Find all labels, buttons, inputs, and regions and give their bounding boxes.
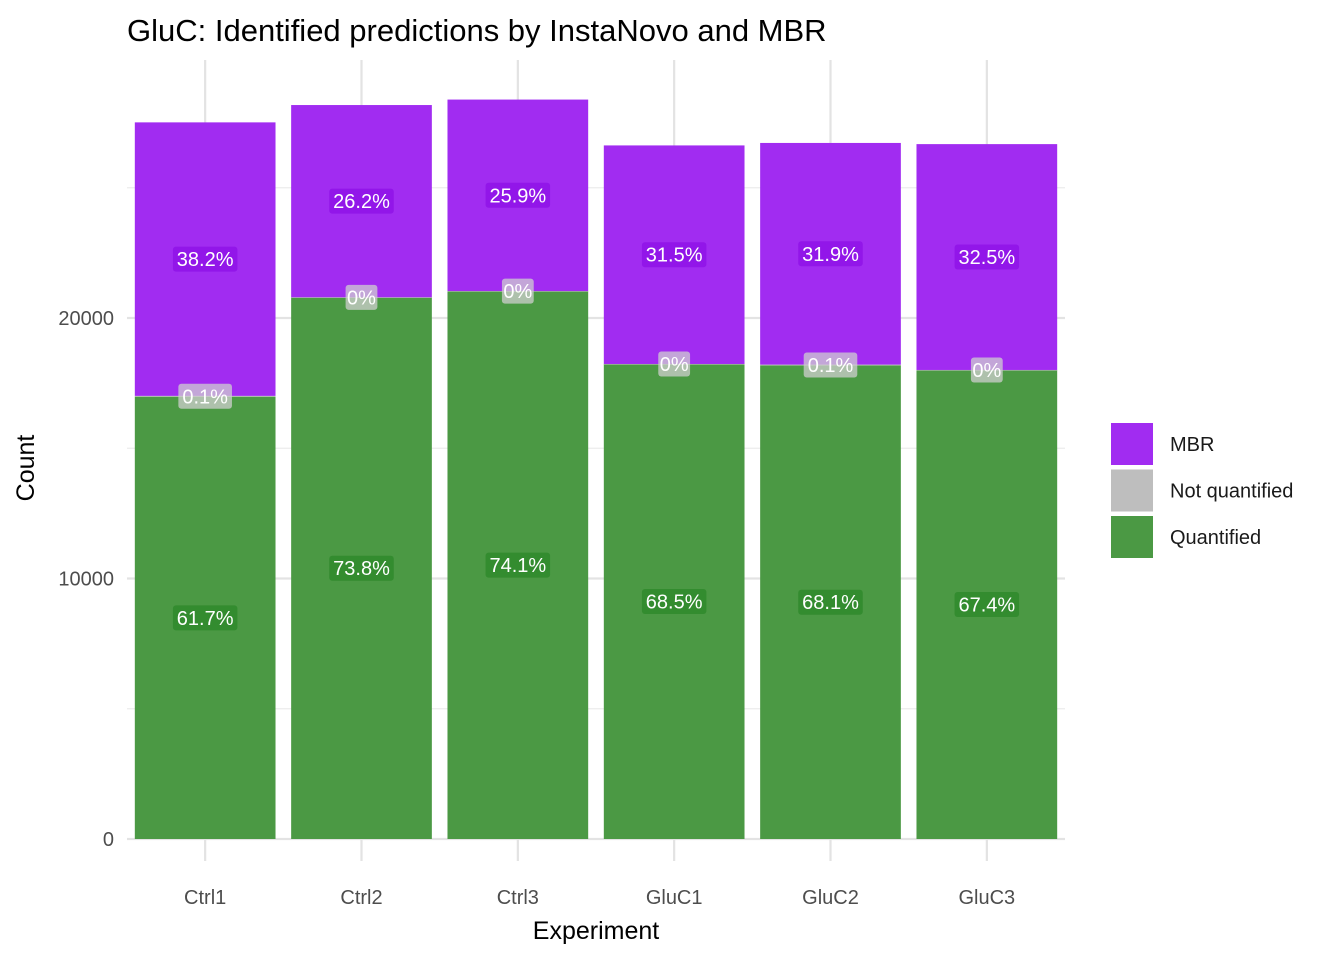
data-label-box [485,182,551,208]
x-tick-label: GluC1 [646,887,703,909]
data-label: 0% [503,281,532,303]
data-label-box [172,246,238,272]
data-label: 31.5% [646,245,703,267]
x-axis-ticks: Ctrl1 Ctrl2 Ctrl3 GluC1 GluC2 GluC3 [184,887,1015,909]
data-label: 32.5% [958,247,1015,269]
data-label-box [641,242,707,268]
x-tick-label: GluC3 [958,887,1015,909]
legend: MBR Not quantified Quantified [1111,423,1293,558]
data-label: 26.2% [333,191,390,213]
data-label: 31.9% [802,244,859,266]
legend-swatch [1111,423,1153,465]
data-label: 25.9% [489,185,546,207]
data-label-box [178,383,232,409]
data-label-box [658,351,691,377]
data-label-box [798,241,863,267]
data-label-box [970,357,1003,383]
y-tick-label: 10000 [58,569,114,591]
data-label-box [329,188,394,214]
x-tick-label: GluC2 [802,887,859,909]
x-tick-label: Ctrl2 [340,887,382,909]
data-label-box [954,244,1020,270]
legend-swatch [1111,469,1153,512]
data-label-box [798,589,863,615]
data-label-box [641,589,707,615]
x-axis-title: Experiment [533,917,659,945]
data-label-box [803,352,858,378]
y-axis-ticks: 0 10000 20000 [58,308,114,851]
data-label-box [329,555,394,581]
chart-title: GluC: Identified predictions by InstaNov… [127,13,827,48]
data-label: 0.1% [182,386,228,408]
data-label: 68.1% [802,592,859,614]
data-label: 68.5% [646,592,703,614]
data-label: 0% [660,354,689,376]
y-tick-label: 0 [103,829,114,851]
legend-swatch [1111,516,1153,558]
x-tick-label: Ctrl1 [184,887,226,909]
legend-label: MBR [1170,434,1214,456]
data-label: 38.2% [177,249,234,271]
data-label-box [501,278,534,304]
data-label: 74.1% [489,555,546,577]
data-label: 61.7% [177,608,234,630]
data-label: 0% [972,360,1001,382]
data-label-box [485,552,551,578]
legend-label: Quantified [1170,527,1261,549]
data-label: 73.8% [333,558,390,580]
x-tick-label: Ctrl3 [497,887,539,909]
data-label: 0% [347,287,376,309]
data-label-box [345,284,378,310]
data-label-box [172,605,238,631]
data-label: 67.4% [958,595,1015,617]
data-label-box [954,592,1020,618]
y-axis-title: Count [12,435,40,502]
y-tick-label: 20000 [58,308,114,330]
legend-label: Not quantified [1170,481,1293,503]
data-label: 0.1% [808,355,854,377]
bar-labels: 61.7% 0.1% 38.2% 73.8% 0% 26.2% 74.1% 0% 25.9% 68… [172,182,1020,631]
